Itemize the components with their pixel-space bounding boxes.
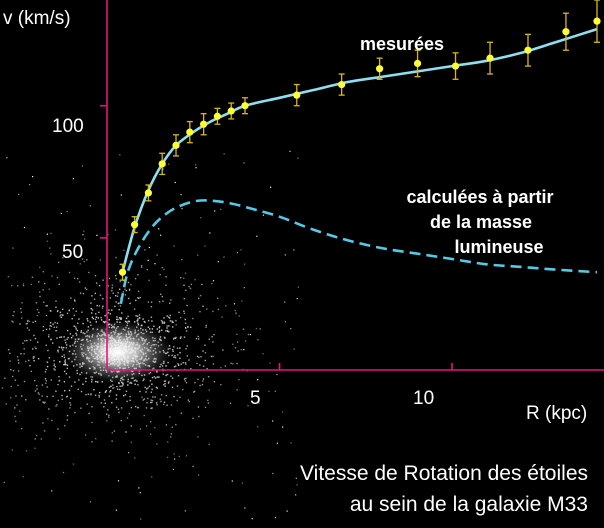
data-point xyxy=(144,189,153,197)
y-tick-label-100: 100 xyxy=(52,116,84,137)
galaxy-image xyxy=(1,150,299,520)
data-point xyxy=(451,62,460,70)
caption-line2: au sein de la galaxie M33 xyxy=(350,493,588,516)
x-tick-label-10: 10 xyxy=(413,388,434,409)
data-point xyxy=(200,120,208,128)
x-tick-label-5: 5 xyxy=(250,388,261,409)
axes xyxy=(106,0,604,371)
luminous-mass-curve-path xyxy=(119,199,598,305)
annotation-calculated-line2: de la masse xyxy=(430,212,532,232)
data-point xyxy=(158,160,166,168)
data-point xyxy=(562,28,570,36)
data-point xyxy=(118,268,127,276)
data-point xyxy=(593,17,601,25)
luminous-mass-curve xyxy=(119,199,598,305)
data-point xyxy=(486,54,494,62)
x-axis-label: R (kpc) xyxy=(526,403,587,424)
y-tick-label-50: 50 xyxy=(62,242,83,263)
data-point xyxy=(413,59,422,68)
measured-points xyxy=(118,0,601,281)
tick-marks xyxy=(100,104,453,370)
data-point xyxy=(241,102,249,110)
data-point xyxy=(293,91,301,99)
data-point xyxy=(338,80,346,89)
data-point xyxy=(376,65,384,73)
data-point xyxy=(227,107,235,115)
annotation-calculated-line1: calculées à partir xyxy=(406,187,553,207)
data-point xyxy=(131,221,139,229)
annotation-calculated-line3: lumineuse xyxy=(454,237,543,257)
data-point xyxy=(186,128,194,136)
caption-line1: Vitesse de Rotation des étoiles xyxy=(300,462,588,485)
y-axis-label: v (km/s) xyxy=(3,8,71,29)
annotation-measured: mesurées xyxy=(360,34,444,54)
data-point xyxy=(172,141,180,149)
data-point xyxy=(213,112,222,120)
data-point xyxy=(524,46,532,54)
